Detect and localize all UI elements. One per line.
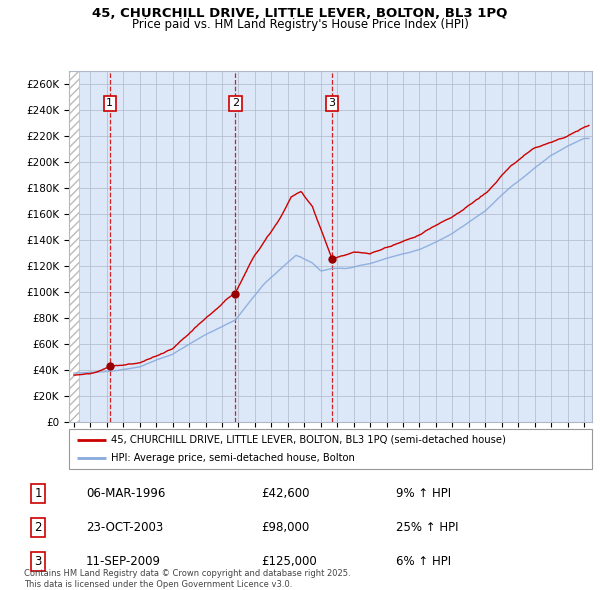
Text: 1: 1	[106, 99, 113, 109]
FancyBboxPatch shape	[69, 429, 592, 469]
Text: 3: 3	[34, 555, 42, 568]
Text: 1: 1	[34, 487, 42, 500]
Text: 2: 2	[232, 99, 239, 109]
Text: HPI: Average price, semi-detached house, Bolton: HPI: Average price, semi-detached house,…	[111, 453, 355, 463]
Text: 6% ↑ HPI: 6% ↑ HPI	[396, 555, 451, 568]
Text: 25% ↑ HPI: 25% ↑ HPI	[396, 521, 459, 534]
Text: 11-SEP-2009: 11-SEP-2009	[86, 555, 161, 568]
Text: 3: 3	[329, 99, 335, 109]
Text: 06-MAR-1996: 06-MAR-1996	[86, 487, 166, 500]
Bar	[69, 71, 79, 422]
Text: Price paid vs. HM Land Registry's House Price Index (HPI): Price paid vs. HM Land Registry's House …	[131, 18, 469, 31]
Text: Contains HM Land Registry data © Crown copyright and database right 2025.
This d: Contains HM Land Registry data © Crown c…	[24, 569, 350, 589]
Text: 2: 2	[34, 521, 42, 534]
Text: £98,000: £98,000	[261, 521, 309, 534]
Text: 45, CHURCHILL DRIVE, LITTLE LEVER, BOLTON, BL3 1PQ (semi-detached house): 45, CHURCHILL DRIVE, LITTLE LEVER, BOLTO…	[111, 435, 506, 445]
Text: 45, CHURCHILL DRIVE, LITTLE LEVER, BOLTON, BL3 1PQ: 45, CHURCHILL DRIVE, LITTLE LEVER, BOLTO…	[92, 7, 508, 20]
Text: £125,000: £125,000	[261, 555, 317, 568]
Text: 23-OCT-2003: 23-OCT-2003	[86, 521, 163, 534]
Text: £42,600: £42,600	[261, 487, 310, 500]
Text: 9% ↑ HPI: 9% ↑ HPI	[396, 487, 451, 500]
